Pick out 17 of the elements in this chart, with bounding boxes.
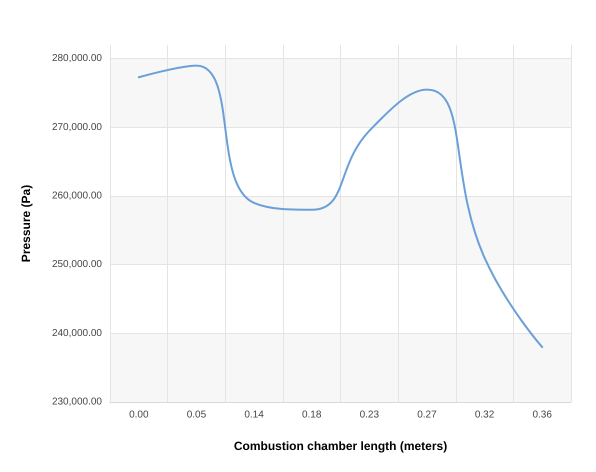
x-axis-title: Combustion chamber length (meters) bbox=[234, 439, 448, 453]
y-tick-label: 270,000.00 bbox=[52, 122, 102, 133]
y-tick-label: 280,000.00 bbox=[52, 53, 102, 64]
y-tick-label: 260,000.00 bbox=[52, 190, 102, 202]
y-tick-label: 230,000.00 bbox=[52, 396, 102, 408]
x-tick-label: 0.18 bbox=[302, 410, 322, 420]
x-tick-label: 0.36 bbox=[532, 410, 552, 420]
x-tick-label: 0.27 bbox=[417, 410, 438, 420]
x-tick-label: 0.00 bbox=[129, 410, 149, 420]
x-tick-label: 0.14 bbox=[244, 410, 264, 420]
x-tick-label: 0.05 bbox=[186, 410, 207, 420]
line-series bbox=[138, 64, 544, 348]
x-tick-label: 0.32 bbox=[474, 410, 495, 420]
y-tick-label: 240,000.00 bbox=[52, 328, 102, 339]
x-tick-label: 0.23 bbox=[360, 410, 380, 420]
y-tick-label: 250,000.00 bbox=[52, 259, 102, 270]
y-axis-title: Pressure (Pa) bbox=[19, 184, 33, 262]
